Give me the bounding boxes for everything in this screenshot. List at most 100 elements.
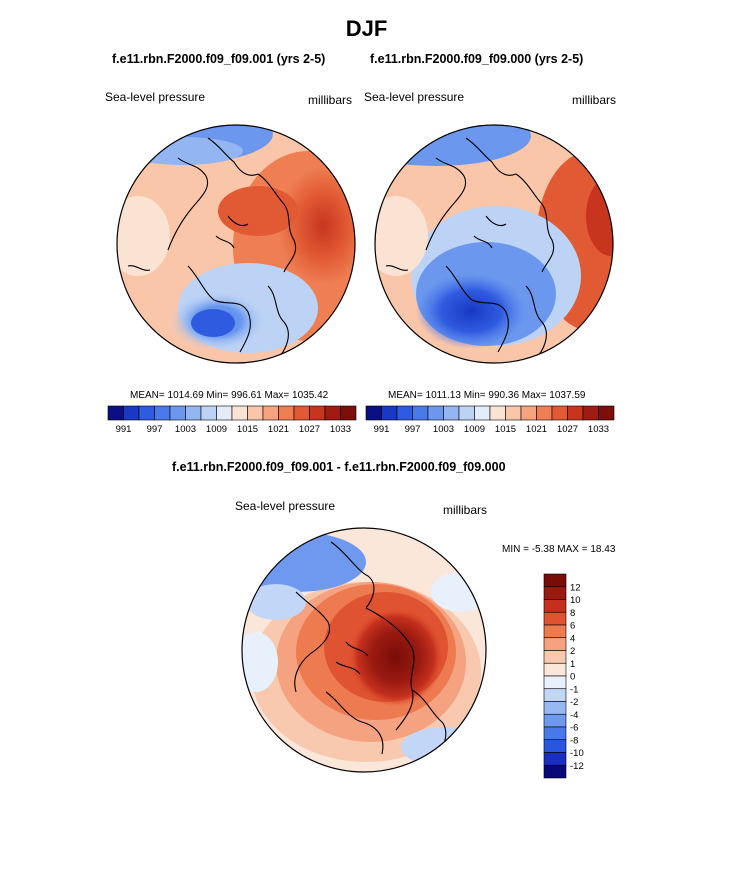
panel3-colorbar-tick-label: 2 [570, 646, 575, 657]
panel2-colorbar-box [427, 405, 444, 421]
panel1-colorbar-box [138, 405, 155, 421]
panel2-colorbar-box [443, 405, 460, 421]
panel1-map-border [116, 124, 356, 364]
panel2-colorbar-box [489, 405, 506, 421]
panel2-colorbar-box [520, 405, 537, 421]
panel2-map [374, 124, 614, 364]
panel1-colorbar-box [169, 405, 186, 421]
panel1-colorbar-box [247, 405, 264, 421]
panel2-colorbar-tick-label: 1027 [557, 424, 578, 435]
panel3-colorbar-tick-label: 4 [570, 633, 575, 644]
panel1-title: f.e11.rbn.F2000.f09_f09.001 (yrs 2-5) [112, 52, 326, 66]
panel1-colorbar-box [262, 405, 279, 421]
panel1-colorbar-tick-label: 1021 [268, 424, 289, 435]
panel3-colorbar-box [543, 675, 567, 690]
panel1-colorbar-box [278, 405, 295, 421]
panel1-right-label: millibars [308, 93, 353, 107]
panel2-colorbar-box [396, 405, 413, 421]
page-title: DJF [345, 16, 388, 41]
panel3-map [241, 527, 487, 773]
panel3-colorbar-box [543, 752, 567, 766]
panel3-colorbar-box [543, 573, 567, 588]
panel1-colorbar: 991 997 1003 1009 1015 1021 1027 1033 [107, 405, 357, 435]
panel2-colorbar-tick-label: 1021 [526, 424, 547, 435]
panel1-colorbar-box [340, 405, 357, 421]
panel2-colorbar-tick-label: 1033 [588, 424, 609, 435]
panel2-colorbar-box [551, 405, 568, 421]
panel2-colorbar-box [505, 405, 522, 421]
panel3-colorbar-tick-label: 8 [570, 608, 575, 619]
panel1-colorbar-box [185, 405, 202, 421]
panel3-title: f.e11.rbn.F2000.f09_f09.001 - f.e11.rbn.… [172, 460, 506, 474]
panel1-colorbar-box [309, 405, 326, 421]
panel2-aleutian-low [375, 125, 531, 166]
panel1-colorbar-box [123, 405, 140, 421]
panel1-colorbar-tick-label: 1015 [237, 424, 258, 435]
panel3-coastlines [294, 541, 447, 761]
panel1-colorbar-tick-label: 1009 [206, 424, 227, 435]
panel3-stats: MIN = -5.38 MAX = 18.43 [502, 544, 616, 555]
panel3-colorbar-box [543, 599, 567, 613]
panel1-colorbar-box [200, 405, 217, 421]
panel3-colorbar-tick-label: -1 [570, 684, 578, 695]
panel3-left-label: Sea-level pressure [235, 499, 336, 513]
panel2-colorbar-box [365, 405, 382, 421]
panel1-colorbar-tick-label: 1003 [175, 424, 196, 435]
panel3-colorbar-tick-label: -8 [570, 735, 578, 746]
panel3-colorbar-tick-label: 0 [570, 672, 575, 683]
panel2-stats: MEAN= 1011.13 Min= 990.36 Max= 1037.59 [388, 390, 586, 401]
panel1-map [116, 124, 356, 364]
panel2-siberian-high [586, 176, 613, 256]
panel3-difference-maximum [348, 607, 444, 707]
panel3-colorbar-tick-label: 1 [570, 659, 575, 670]
panel1-left-label: Sea-level pressure [105, 90, 206, 104]
panel3-colorbar-box [543, 688, 567, 702]
panel2-colorbar-box [567, 405, 584, 421]
panel3-colorbar-box [543, 713, 567, 728]
panel3-colorbar-box [543, 701, 567, 715]
panel3-colorbar-tick-label: -4 [570, 710, 578, 721]
panel3-colorbar-tick-label: 12 [570, 582, 581, 593]
panel3-colorbar-box [543, 611, 567, 626]
panel1-colorbar-box [293, 405, 310, 421]
panel3-colorbar-box [543, 586, 567, 600]
panel3-colorbar-box [543, 726, 567, 741]
panel3-colorbar-tick-label: -2 [570, 697, 578, 708]
panel1-arctic-high [218, 186, 298, 236]
panel1-stats: MEAN= 1014.69 Min= 996.61 Max= 1035.42 [130, 390, 329, 401]
panel2-colorbar-box [412, 405, 429, 421]
panel1-colorbar-tick-label: 1027 [299, 424, 320, 435]
panel2-colorbar-box [458, 405, 475, 421]
panel2-colorbar-tick-label: 1015 [495, 424, 516, 435]
panel3-colorbar-box [543, 764, 567, 779]
panel3-colorbar-box [543, 662, 567, 677]
panel3-pacific-negative [242, 532, 366, 592]
panel1-colorbar-box [324, 405, 341, 421]
panel1-siberian-high [278, 166, 355, 286]
panel3-colorbar-tick-label: 10 [570, 595, 581, 606]
panel2-colorbar-tick-label: 991 [374, 424, 390, 435]
panel3-colorbar-tick-label: -6 [570, 723, 578, 734]
panel1-colorbar-tick-label: 991 [116, 424, 132, 435]
panel1-colorbar-box [107, 405, 124, 421]
panel2-colorbar-box [381, 405, 398, 421]
panel2-coastlines [385, 137, 555, 357]
panel3-colorbar-box [543, 637, 567, 651]
panel2-colorbar-box [536, 405, 553, 421]
panel3-colorbar-box [543, 739, 567, 753]
panel3-colorbar-tick-label: -10 [570, 748, 584, 759]
panel3-colorbar-tick-label: 6 [570, 621, 575, 632]
panel2-colorbar-box [598, 405, 615, 421]
panel3-colorbar-box [543, 650, 567, 664]
panel3-map-border [241, 527, 487, 773]
panel1-colorbar-tick-label: 997 [147, 424, 163, 435]
panel2-colorbar: 991 997 1003 1009 1015 1021 1027 1033 [365, 405, 615, 435]
panel2-left-label: Sea-level pressure [364, 90, 465, 104]
panel2-title: f.e11.rbn.F2000.f09_f09.000 (yrs 2-5) [370, 52, 584, 66]
panel3-colorbar-tick-label: -12 [570, 761, 584, 772]
panel1-colorbar-box [154, 405, 171, 421]
panel2-colorbar-tick-label: 997 [405, 424, 421, 435]
panel2-colorbar-box [582, 405, 599, 421]
panel2-map-border [374, 124, 614, 364]
